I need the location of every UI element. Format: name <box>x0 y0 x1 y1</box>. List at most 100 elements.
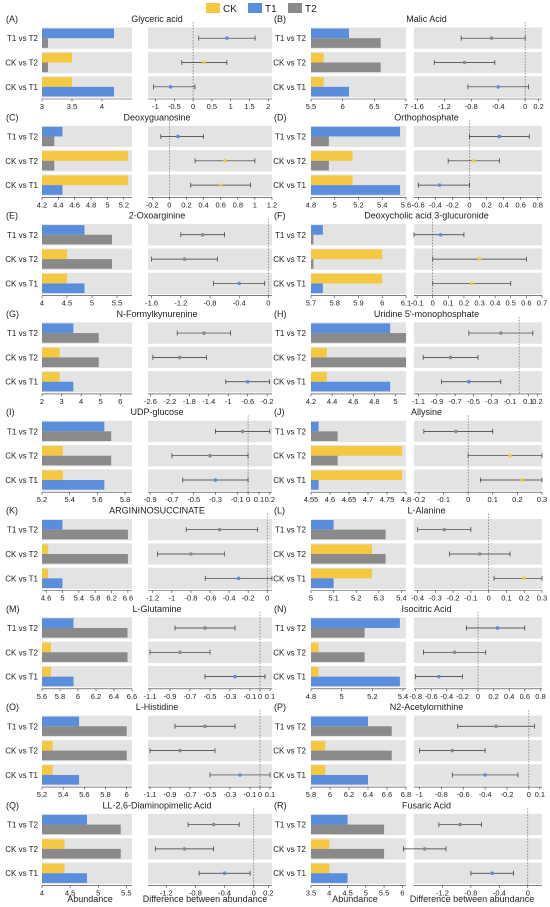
diff-tick-label: 0.2 <box>481 200 491 209</box>
bar-ck <box>311 273 383 284</box>
diff-tick-label: -1.1 <box>412 397 425 406</box>
bar-t2 <box>42 652 128 662</box>
diff-point <box>477 552 482 556</box>
comparison-label: CK vs T2 <box>273 59 306 68</box>
diff-tick-label: 0.4 <box>498 200 508 209</box>
diff-tick-label: 0.2 <box>512 495 522 504</box>
diff-point <box>203 724 207 729</box>
diff-tick-label: -0.8 <box>465 102 478 111</box>
panel-title: Deoxyguanosine <box>123 112 190 122</box>
comparison-label: CK vs T2 <box>273 255 306 264</box>
bar-t1 <box>42 676 74 687</box>
panel-letter: (F) <box>274 211 286 221</box>
panel-letter: (D) <box>274 112 287 122</box>
bar-t2 <box>311 652 365 662</box>
comparison-label: CK vs T2 <box>273 747 306 756</box>
diff-point <box>499 331 503 335</box>
diff-point <box>462 60 467 65</box>
comparison-label: CK vs T1 <box>5 771 38 780</box>
diff-tick-label: 0 <box>431 299 435 308</box>
bar-tick-label: 5.3 <box>374 594 384 603</box>
diff-tick-label: 0.6 <box>520 692 530 701</box>
diff-tick-label: -0.2 <box>242 594 255 603</box>
bar-t2 <box>42 848 121 859</box>
diff-tick-label: 0.4 <box>490 299 500 308</box>
diff-tick-label: -0.3 <box>485 397 498 406</box>
bar-t2 <box>311 529 386 540</box>
comparison-label: T1 vs T2 <box>7 34 39 43</box>
bar-ck <box>42 568 49 579</box>
diff-tick-label: -0.4 <box>233 299 246 308</box>
panel-h: (H) Uridine 5'-monophosphate T1 vs T2 CK vs… <box>273 309 542 406</box>
diff-tick-label: 0.1 <box>254 495 264 504</box>
diff-tick-label: 0.2 <box>459 299 469 308</box>
diff-point <box>489 36 494 40</box>
panel-title: Orthophosphate <box>394 112 459 122</box>
bar-tick-label: 5.2 <box>367 692 377 701</box>
bar-tick-label: 5 <box>340 692 344 701</box>
bar-tick-label: 4 <box>40 299 44 308</box>
diff-tick-label: 0.1 <box>443 299 453 308</box>
bar-ck <box>42 740 53 751</box>
diff-tick-label: -1.8 <box>183 397 196 406</box>
bar-ck <box>42 249 67 260</box>
bar-t2 <box>42 62 48 73</box>
bar-ck <box>311 175 353 186</box>
bar-t2 <box>311 136 329 147</box>
diff-tick-label: -1.4 <box>202 397 215 406</box>
bar-ck <box>311 740 326 751</box>
bar-tick-label: 3.5 <box>306 888 316 897</box>
diff-tick-label: -0.1 <box>504 397 517 406</box>
diff-tick-label: 0.1 <box>535 790 545 799</box>
bar-tick-label: 5 <box>105 200 109 209</box>
comparison-label: CK vs T2 <box>273 648 306 657</box>
bar-t2 <box>42 234 112 245</box>
diff-point <box>233 674 237 679</box>
diff-point <box>213 478 218 482</box>
panel-letter: (B) <box>274 14 286 24</box>
diff-tick-label: -0.8 <box>204 299 217 308</box>
x-label-abundance-right: Abundance <box>332 894 378 904</box>
bar-tick-label: 5 <box>96 888 100 897</box>
diff-point <box>202 60 207 65</box>
comparison-label: T1 vs T2 <box>275 526 307 535</box>
diff-tick-label: 0 <box>252 888 256 897</box>
bar-tick-label: 6.6 <box>123 594 133 603</box>
bar-ck <box>311 863 330 874</box>
bar-tick-label: 5 <box>309 594 313 603</box>
comparison-label: T1 vs T2 <box>7 427 39 436</box>
bar-t1 <box>42 225 85 235</box>
bar-tick-label: 5.2 <box>353 200 363 209</box>
bar-t1 <box>42 480 105 490</box>
diff-point <box>448 355 453 360</box>
comparison-label: T1 vs T2 <box>275 427 307 436</box>
panel-letter: (L) <box>274 506 285 516</box>
bar-tick-label: 6.6 <box>127 692 137 701</box>
diff-tick-label: 0.2 <box>533 102 543 111</box>
diff-tick-label: 0.1 <box>488 495 498 504</box>
diff-tick-label: 0.6 <box>515 200 525 209</box>
bar-ck <box>42 52 72 63</box>
comparison-label: T1 vs T2 <box>275 34 307 43</box>
diff-band <box>148 272 272 295</box>
bar-ck <box>311 839 330 849</box>
panels: (A) Glyceric acid T1 vs T2 CK vs T2 CK vs T1… <box>5 14 547 897</box>
bar-tick-label: 4.6 <box>41 594 51 603</box>
bar-tick-label: 4.8 <box>369 397 379 406</box>
diff-band <box>148 420 272 443</box>
comparison-label: CK vs T2 <box>5 452 38 461</box>
bar-tick-label: 5.2 <box>119 200 129 209</box>
diff-tick-label: -1 <box>152 102 159 111</box>
legend-label-t2: T2 <box>305 4 317 15</box>
legend-swatch-t2 <box>288 3 302 13</box>
bar-t2 <box>311 455 338 466</box>
comparison-label: CK vs T1 <box>273 181 306 190</box>
bar-tick-label: 5.4 <box>398 692 408 701</box>
diff-point <box>189 552 193 556</box>
comparison-label: CK vs T2 <box>273 845 306 854</box>
comparison-label: CK vs T1 <box>5 673 38 682</box>
bar-tick-label: 4.5 <box>62 299 72 308</box>
bar-tick-label: 5.2 <box>37 790 47 799</box>
bar-ck <box>311 446 403 456</box>
diff-tick-label: 0.4 <box>504 692 514 701</box>
